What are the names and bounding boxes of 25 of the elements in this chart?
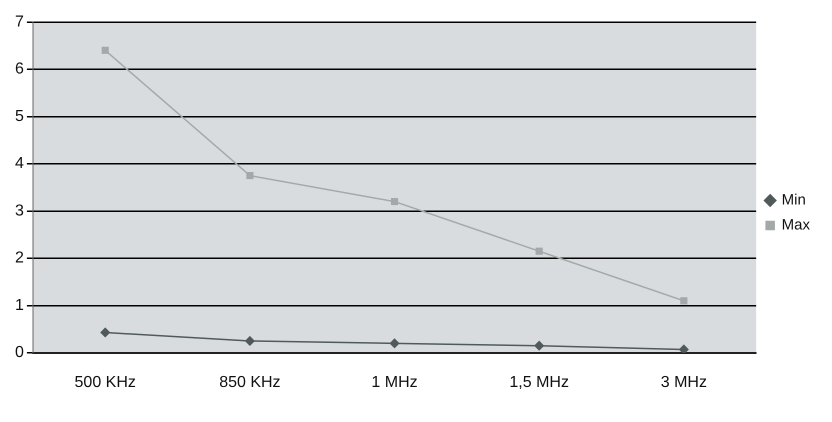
point: [245, 336, 255, 346]
y-tick-label: 5: [14, 108, 24, 125]
y-tick-label: 2: [14, 250, 24, 267]
point: [534, 340, 544, 350]
point: [390, 338, 400, 348]
y-tick-label: 0: [14, 344, 24, 362]
point: [246, 172, 254, 180]
x-tick-label: 1,5 MHz: [509, 374, 569, 391]
y-tick-label: 7: [14, 13, 24, 30]
x-tick-label: 850 KHz: [219, 374, 281, 391]
legend-label: Max: [782, 216, 810, 234]
point: [390, 198, 398, 206]
y-tick-label: 1: [14, 296, 24, 314]
y-tick-label: 4: [14, 155, 24, 172]
point: [536, 248, 543, 255]
x-tick-label: 500 KHz: [74, 374, 136, 391]
x-tick-label: 1 MHz: [371, 374, 418, 391]
x-tick-label: 3 MHz: [660, 374, 707, 391]
point: [679, 344, 689, 353]
y-tick-label: 6: [14, 60, 24, 78]
legend-label: Min: [782, 192, 806, 209]
y-tick-label: 3: [14, 202, 24, 220]
point: [680, 297, 688, 304]
point: [100, 328, 110, 338]
point: [102, 46, 109, 54]
